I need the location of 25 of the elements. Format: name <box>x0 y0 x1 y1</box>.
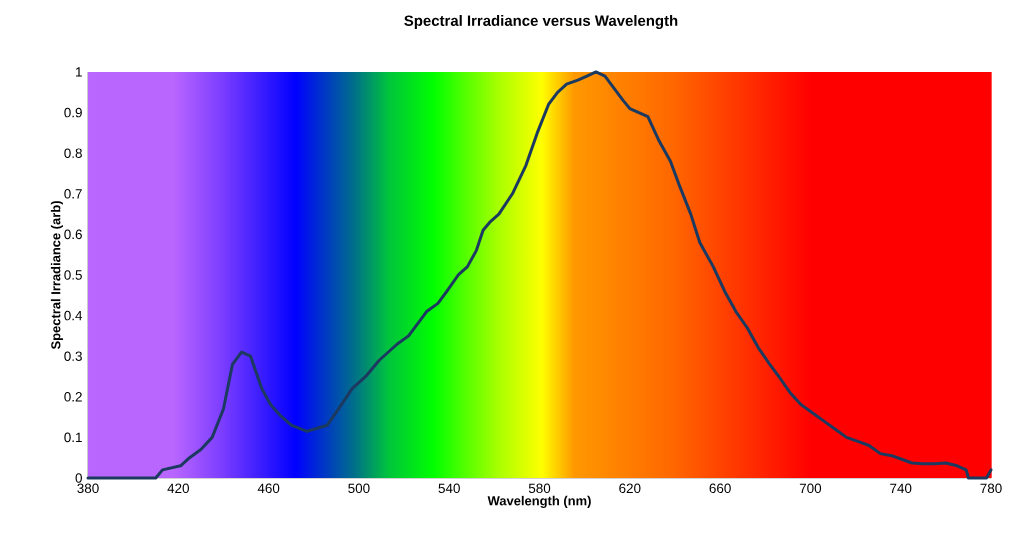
y-tick-label: 0.7 <box>64 189 82 199</box>
x-tick-label: 420 <box>167 483 189 494</box>
x-tick-label: 780 <box>980 483 1002 494</box>
y-tick-label: 0.1 <box>64 432 82 443</box>
y-tick-label: 0.6 <box>64 229 82 240</box>
y-tick-label: 0 <box>75 473 82 483</box>
x-tick-label: 540 <box>438 483 460 494</box>
chart-title: Spectral Irradiance versus Wavelength <box>404 14 678 29</box>
x-tick-label: 740 <box>890 483 912 494</box>
x-tick-label: 700 <box>799 483 822 494</box>
y-tick-label: 0.3 <box>64 351 82 361</box>
x-axis-title: Wavelength (nm) <box>487 495 591 508</box>
y-tick-label: 0.2 <box>64 392 82 402</box>
y-tick-label: 0.4 <box>64 310 83 321</box>
x-tick-label: 580 <box>528 483 551 494</box>
x-tick-label: 380 <box>77 483 99 494</box>
x-tick-label: 620 <box>619 483 641 494</box>
y-tick-label: 0.9 <box>64 107 82 118</box>
x-tick-label: 460 <box>257 483 280 494</box>
y-tick-label: 0.5 <box>64 270 82 280</box>
x-tick-label: 500 <box>348 483 370 494</box>
x-tick-label: 660 <box>709 483 731 494</box>
y-tick-label: 1 <box>76 67 82 77</box>
y-tick-label: 0.8 <box>64 148 82 158</box>
y-axis-title: Spectral Irradiance (arb) <box>50 201 63 350</box>
